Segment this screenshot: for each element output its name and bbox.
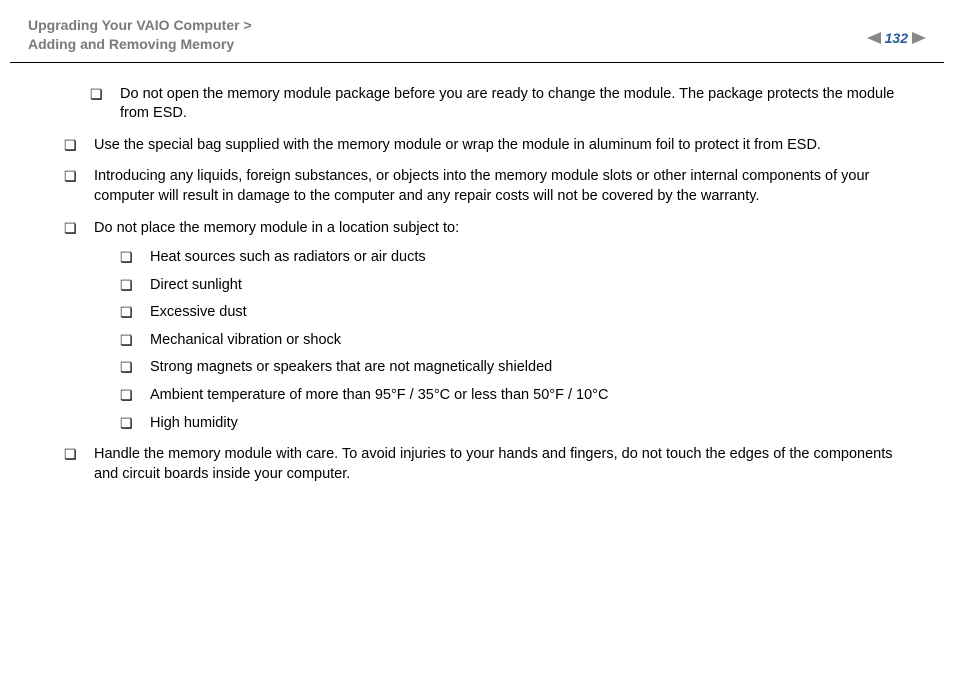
- sub-list-item: Mechanical vibration or shock: [120, 331, 918, 351]
- sub-list-item: Heat sources such as radiators or air du…: [120, 248, 918, 268]
- list-item: Use the special bag supplied with the me…: [64, 136, 918, 156]
- list-item-text: Do not place the memory module in a loca…: [94, 220, 459, 236]
- list-item: Introducing any liquids, foreign substan…: [64, 167, 918, 206]
- bullet-list: Do not open the memory module package be…: [36, 85, 918, 484]
- breadcrumb-line2: Adding and Removing Memory: [28, 35, 252, 54]
- list-item-text: Introducing any liquids, foreign substan…: [94, 168, 869, 204]
- sub-list-item: Direct sunlight: [120, 276, 918, 296]
- sub-list-item: Strong magnets or speakers that are not …: [120, 358, 918, 378]
- breadcrumb: Upgrading Your VAIO Computer > Adding an…: [28, 16, 252, 54]
- list-item-text: Use the special bag supplied with the me…: [94, 137, 821, 153]
- list-item-text: Do not open the memory module package be…: [120, 86, 894, 122]
- sub-list-item: Excessive dust: [120, 303, 918, 323]
- page-header: Upgrading Your VAIO Computer > Adding an…: [0, 0, 954, 62]
- list-item: Do not open the memory module package be…: [64, 85, 918, 124]
- page-content: Do not open the memory module package be…: [0, 63, 954, 484]
- sub-bullet-list: Heat sources such as radiators or air du…: [94, 248, 918, 433]
- breadcrumb-line1: Upgrading Your VAIO Computer >: [28, 16, 252, 35]
- page-number: 132: [885, 30, 908, 46]
- list-item-text: Handle the memory module with care. To a…: [94, 446, 893, 482]
- sub-list-item: High humidity: [120, 414, 918, 434]
- next-page-arrow-icon[interactable]: [912, 32, 926, 44]
- prev-page-arrow-icon[interactable]: [867, 32, 881, 44]
- page-number-nav: 132: [867, 16, 926, 46]
- sub-list-item: Ambient temperature of more than 95°F / …: [120, 386, 918, 406]
- list-item: Handle the memory module with care. To a…: [64, 445, 918, 484]
- list-item: Do not place the memory module in a loca…: [64, 219, 918, 434]
